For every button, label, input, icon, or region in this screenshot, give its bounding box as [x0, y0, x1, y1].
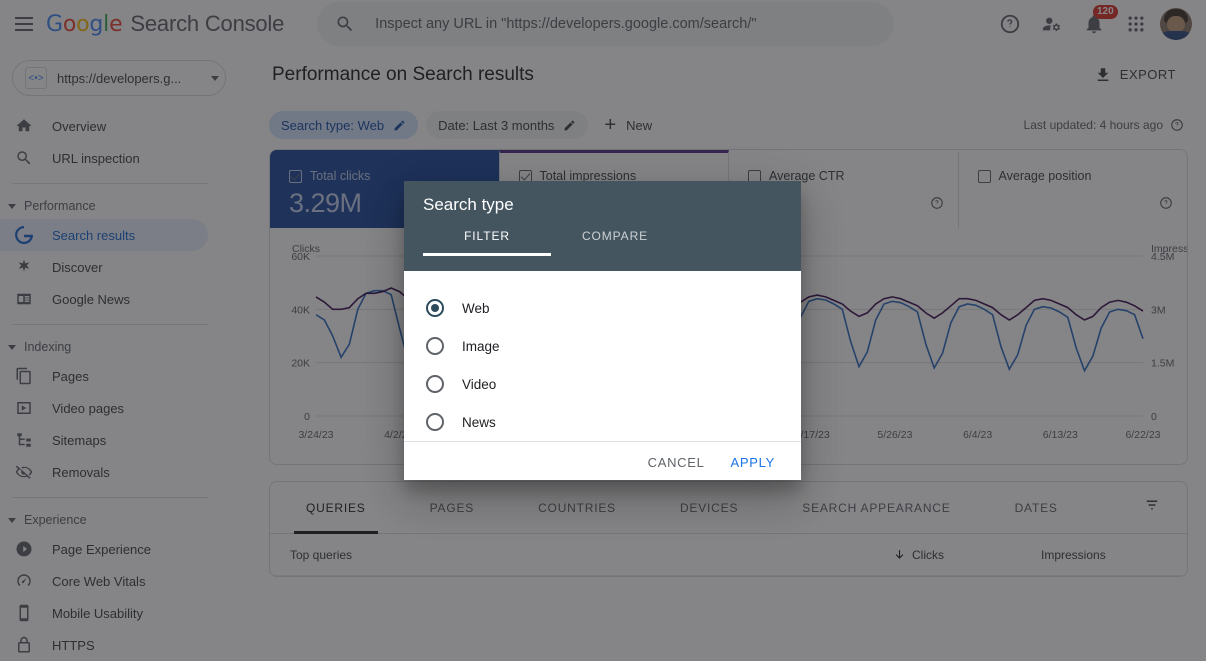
radio-option-video[interactable]: Video [426, 365, 801, 403]
radio-option-news[interactable]: News [426, 403, 801, 441]
dialog-tab-filter[interactable]: FILTER [423, 229, 551, 256]
radio-label: Image [462, 338, 500, 354]
search-type-dialog: Search type FILTER COMPARE Web Image Video… [404, 181, 801, 480]
dialog-footer: CANCEL APPLY [404, 441, 801, 483]
radio-label: News [462, 414, 496, 430]
radio-label: Web [462, 300, 490, 316]
dialog-tabs: FILTER COMPARE [423, 229, 801, 256]
radio-option-web[interactable]: Web [426, 289, 801, 327]
radio-button[interactable] [426, 375, 444, 393]
dialog-options: Web Image Video News [404, 271, 801, 441]
dialog-title: Search type [423, 195, 514, 214]
dialog-tab-compare[interactable]: COMPARE [581, 229, 649, 243]
apply-button[interactable]: APPLY [730, 455, 775, 470]
dialog-header: Search type FILTER COMPARE [404, 181, 801, 271]
radio-button[interactable] [426, 413, 444, 431]
radio-button[interactable] [426, 337, 444, 355]
radio-label: Video [462, 376, 497, 392]
radio-option-image[interactable]: Image [426, 327, 801, 365]
cancel-button[interactable]: CANCEL [647, 455, 705, 470]
radio-button[interactable] [426, 299, 444, 317]
